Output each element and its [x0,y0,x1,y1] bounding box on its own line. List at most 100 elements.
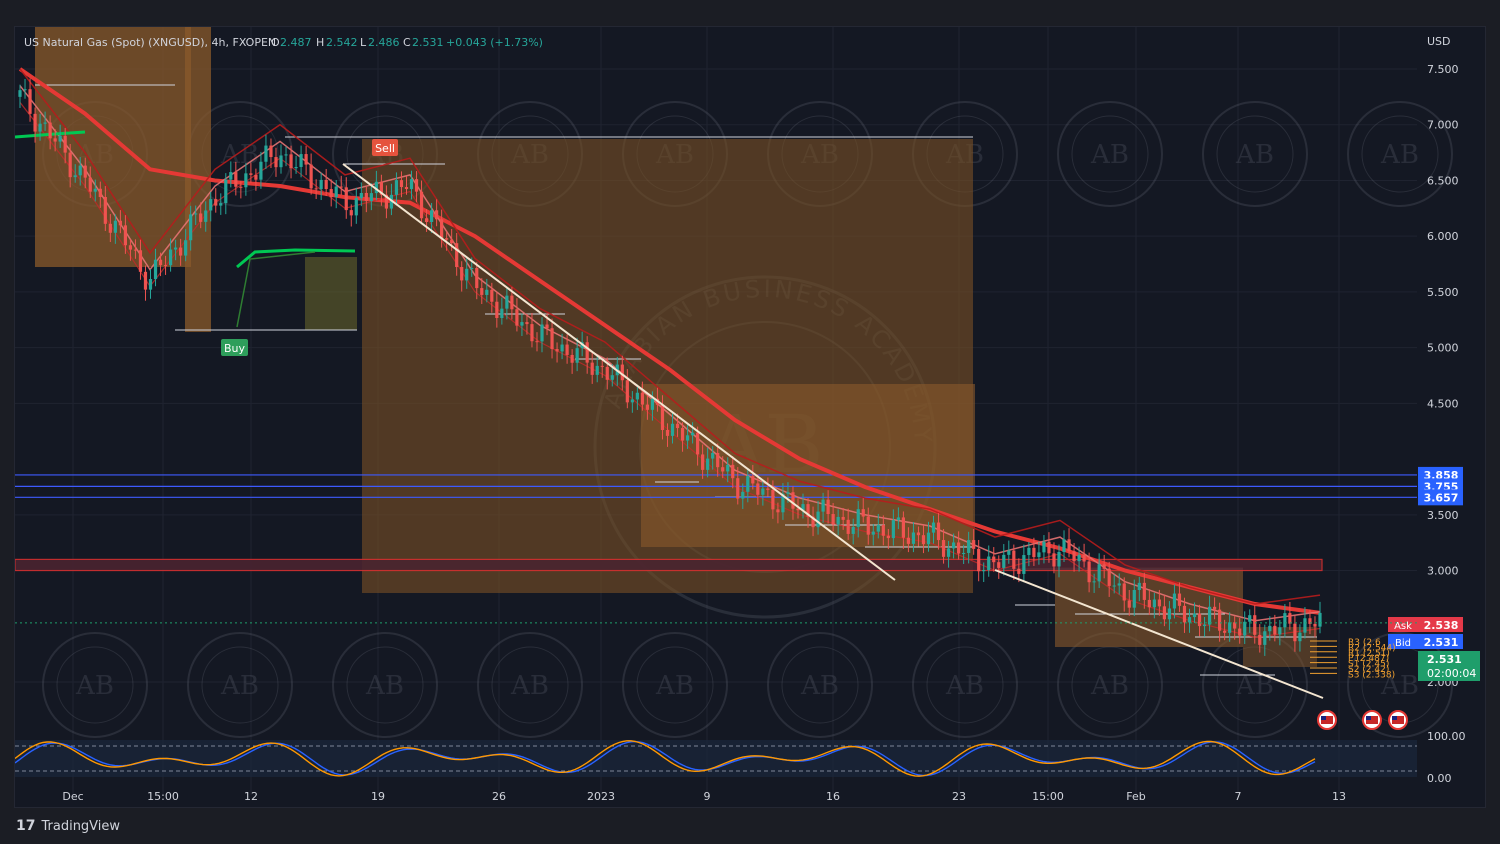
candle-body [670,423,675,436]
candle-body [575,348,579,363]
candle-body [324,179,328,190]
range-box [35,27,191,267]
candle-body [721,467,725,472]
candle-body [746,476,750,492]
green-support [236,251,316,328]
candle-body [384,194,389,209]
pivot-label: S3 (2.338) [1348,670,1395,680]
candle-body [1102,564,1106,569]
candle-body [470,268,474,270]
candle-body [224,179,228,204]
time-tick: 7 [1235,790,1242,803]
osc-signal-line [15,740,1316,777]
candle-body [108,223,112,233]
sell-signal[interactable]: Sell [372,139,398,156]
pivot-label: S2 (2.42) [1348,665,1389,675]
osc-main-line [15,740,1316,777]
candle-body [229,172,233,180]
badge-ring [1347,101,1453,207]
candle-body [1253,615,1257,635]
candle-body [926,532,931,545]
candle-body [1087,561,1091,583]
candle-body [1298,632,1302,642]
candle-body [1273,625,1277,635]
pivot-label: R3 (2.6 [1348,638,1381,648]
ask-label-box [1388,617,1418,632]
candle-body [891,520,895,539]
bid-price-box [1418,634,1463,649]
candle-body [1122,583,1126,601]
candle-body [977,548,981,572]
candle-body [1187,617,1192,623]
candle-body [98,188,102,197]
candle-body [304,154,308,165]
candle-body [801,504,805,511]
osc-tick: 100.00 [1427,730,1466,743]
candle-body [645,404,650,410]
symbol-title[interactable]: US Natural Gas (Spot) (XNGUSD), 4h, FXOP… [24,36,276,49]
time-tick: Dec [62,790,83,803]
band-lower-line [19,102,1321,639]
candle-body [249,173,253,175]
price-tick: 7.500 [1427,63,1459,76]
candle-body [540,324,544,342]
candle-body [404,187,409,190]
candle-body [1278,627,1282,635]
candles [18,78,1322,656]
badge-text: AB [1235,140,1274,170]
time-tick: 19 [371,790,385,803]
candle-body [771,489,775,510]
candle-body [1067,539,1071,552]
candle-body [701,454,705,470]
time-axis[interactable]: Dec 15:00 12 19 26 2023 9 16 23 15:00 Feb 7 13 [62,790,1346,803]
candle-body [1012,550,1016,569]
time-tick: 2023 [587,790,615,803]
candle-body [289,154,293,169]
flag-canton [1321,716,1326,720]
candle-body [565,344,569,355]
badge-ring-inner [1216,115,1294,193]
candle-body [525,322,529,325]
candle-body [881,524,885,536]
candle-body [585,342,589,363]
badge-text: AB [1380,671,1419,701]
candle-body [836,516,840,525]
candle-body [500,308,504,319]
candle-body [53,138,57,142]
open-value: 2.487 [280,36,312,49]
candle-body [806,504,810,517]
candle-body [435,210,439,220]
candle-body [736,478,740,499]
candle-body [515,309,519,326]
candle-body [68,152,72,178]
time-tick: 16 [826,790,840,803]
candle-body [967,540,971,553]
candle-body [826,499,830,515]
badge-ring-inner [56,646,134,724]
watermark-badge: AB [912,632,1018,738]
candle-body [876,524,880,532]
tradingview-brand[interactable]: 17 TradingView [16,818,120,834]
pivot-label: S1 (2.45) [1348,660,1389,670]
price-chart[interactable]: ABABABABABABABABABABABABABABABABABABABAB… [15,27,1487,809]
candle-body [1162,606,1167,620]
zone-price-text: 3.657 [1424,491,1459,504]
candle-body [972,540,976,549]
candle-body [83,165,87,178]
time-tick: 12 [244,790,258,803]
candle-body [18,90,22,97]
candle-body [460,266,464,281]
candle-body [1147,599,1151,608]
candle-body [199,213,203,222]
badge-ring [1057,101,1163,207]
candle-body [58,135,62,142]
candle-body [620,364,624,381]
candle-body [153,259,158,280]
buy-signal[interactable]: Buy [221,339,248,356]
candle-body [530,324,534,342]
time-tick: 15:00 [147,790,179,803]
candle-body [962,552,966,554]
candle-body [1233,622,1237,629]
candle-body [254,174,258,180]
candle-body [1197,613,1202,627]
